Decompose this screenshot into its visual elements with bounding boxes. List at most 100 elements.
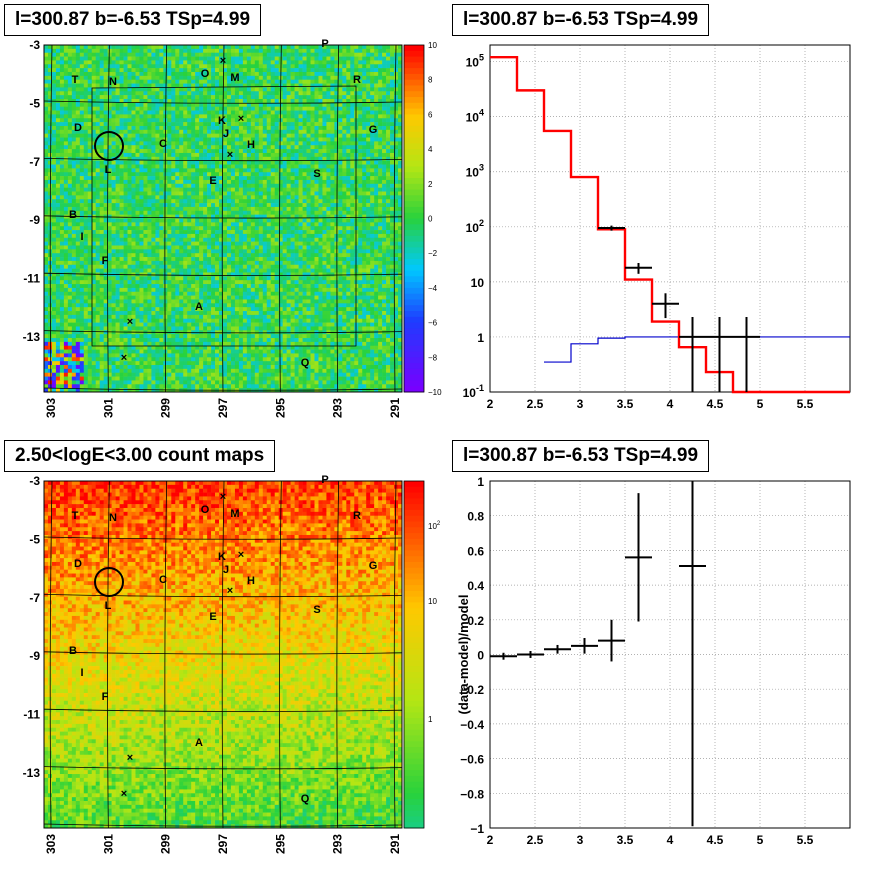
y-tick-label: -9 — [29, 649, 40, 663]
source-label: T — [72, 74, 79, 86]
y-tick-label: -5 — [29, 532, 40, 546]
x-tick-label: 303 — [44, 398, 58, 418]
source-label: H — [247, 139, 255, 151]
x-tick-label: 291 — [388, 834, 402, 854]
spectrum-panel: 2 2.5 3 3.5 4 4.5 5 5.5 10-1 1 10 102 103 104 105 l=30… — [448, 0, 896, 436]
source-label: E — [209, 611, 216, 623]
source-marker: × — [227, 585, 233, 597]
source-label: I — [80, 667, 83, 679]
residual-plot-svg: 2 2.5 3 3.5 4 4.5 5 5.5 1 0.8 0.6 0.4 0.2 0 −0.2 −0.4 −0… — [456, 475, 851, 847]
source-label: S — [313, 168, 320, 180]
x-tick-label: 2 — [487, 397, 494, 411]
source-label: D — [74, 122, 82, 134]
count-map-svg: 303 301 299 297 295 293 291 -3 -5 -7 -9 -11 -13 T N O M P… — [23, 474, 441, 854]
source-label: S — [313, 604, 320, 616]
source-label: N — [109, 76, 117, 88]
residual-plot-panel: 2 2.5 3 3.5 4 4.5 5 5.5 1 0.8 0.6 0.4 0.2 0 −0.2 −0.4 −0… — [448, 436, 896, 872]
y-tick-label: 0.4 — [467, 579, 484, 593]
x-tick-label: 5.5 — [797, 397, 814, 411]
source-label: R — [353, 74, 361, 86]
colorbar-tick-label: 10 — [428, 597, 437, 606]
source-label: B — [69, 645, 77, 657]
x-tick-label: 303 — [44, 834, 58, 854]
x-tick-label: 297 — [216, 834, 230, 854]
source-model-line — [544, 336, 850, 363]
y-tick-label: −0.8 — [460, 787, 484, 801]
source-marker: × — [121, 788, 127, 800]
source-label: P — [321, 38, 328, 50]
y-tick-label: −0.6 — [460, 753, 484, 767]
y-tick-label: -13 — [23, 330, 41, 344]
source-label: F — [102, 691, 109, 703]
x-tick-label: 295 — [273, 834, 287, 854]
colorbar-tick-label: 10 — [428, 41, 437, 50]
source-marker: × — [238, 113, 244, 125]
y-tick-label: 1 — [477, 475, 484, 489]
source-label: B — [69, 209, 77, 221]
colorbar-tick-label: −6 — [428, 319, 438, 328]
y-tick-label: 103 — [466, 163, 484, 180]
y-tick-label: -5 — [29, 96, 40, 110]
colorbar-tick-label: 6 — [428, 110, 433, 119]
y-tick-label: 0.8 — [467, 510, 484, 524]
panel-title-residual-map: l=300.87 b=-6.53 TSp=4.99 — [4, 4, 262, 36]
x-tick-label: 301 — [101, 834, 115, 854]
source-label: O — [201, 68, 210, 80]
source-label: M — [230, 508, 239, 520]
colorbar-tick-label: 4 — [428, 145, 433, 154]
x-tick-label: 5 — [757, 397, 764, 411]
source-label: G — [369, 124, 378, 136]
x-tick-label: 293 — [331, 398, 345, 418]
x-tick-label: 2.5 — [527, 833, 544, 847]
colorbar-tick-label: 8 — [428, 76, 433, 85]
y-tick-label: -11 — [23, 272, 40, 286]
roi-box — [91, 85, 357, 347]
y-tick-label: 104 — [466, 108, 484, 125]
source-label: I — [80, 231, 83, 243]
y-tick-label: 102 — [466, 218, 484, 235]
plot-frame — [489, 480, 851, 829]
source-marker: × — [121, 352, 127, 364]
source-label: A — [195, 737, 203, 749]
y-tick-label: 10-1 — [463, 383, 484, 400]
source-label: C — [159, 138, 167, 150]
coordinate-grid — [43, 480, 403, 829]
x-tick-label: 3 — [577, 833, 584, 847]
source-label: Q — [301, 793, 310, 805]
source-label: M — [230, 72, 239, 84]
source-label: Q — [301, 357, 310, 369]
y-tick-label: -13 — [23, 766, 41, 780]
source-label: A — [195, 301, 203, 313]
source-label: L — [105, 164, 112, 176]
colorbar — [404, 481, 424, 829]
x-tick-label: 301 — [101, 398, 115, 418]
y-tick-label: -3 — [29, 474, 40, 488]
y-axis-label: (data-model)/model — [456, 595, 471, 715]
source-label: K — [218, 115, 226, 127]
x-tick-label: 3.5 — [617, 397, 634, 411]
panel-title-spectrum: l=300.87 b=-6.53 TSp=4.99 — [452, 4, 710, 36]
y-tick-label: -3 — [29, 38, 40, 52]
source-label: H — [247, 575, 255, 587]
target-circle — [94, 567, 124, 597]
x-tick-label: 4 — [667, 833, 674, 847]
map-pixels — [44, 481, 403, 829]
colorbar — [404, 45, 424, 393]
source-label: F — [102, 255, 109, 267]
source-label: D — [74, 558, 82, 570]
x-tick-label: 291 — [388, 398, 402, 418]
colorbar-tick-label: 1 — [428, 715, 433, 724]
total-model-line — [490, 56, 850, 394]
y-tick-label: 0.6 — [467, 544, 484, 558]
colorbar-tick-label: −8 — [428, 353, 438, 362]
source-label: K — [218, 551, 226, 563]
source-label: J — [223, 564, 229, 576]
count-map-panel: 303 301 299 297 295 293 291 -3 -5 -7 -9 -11 -13 T N O M P… — [0, 436, 448, 872]
source-label: T — [72, 510, 79, 522]
x-tick-label: 295 — [273, 398, 287, 418]
y-tick-label: −1 — [470, 822, 484, 836]
plot-frame — [489, 44, 851, 393]
spectrum-svg: 2 2.5 3 3.5 4 4.5 5 5.5 10-1 1 10 102 103 104 105 — [463, 44, 851, 411]
y-tick-label: 0 — [477, 649, 484, 663]
source-marker: × — [220, 55, 226, 67]
